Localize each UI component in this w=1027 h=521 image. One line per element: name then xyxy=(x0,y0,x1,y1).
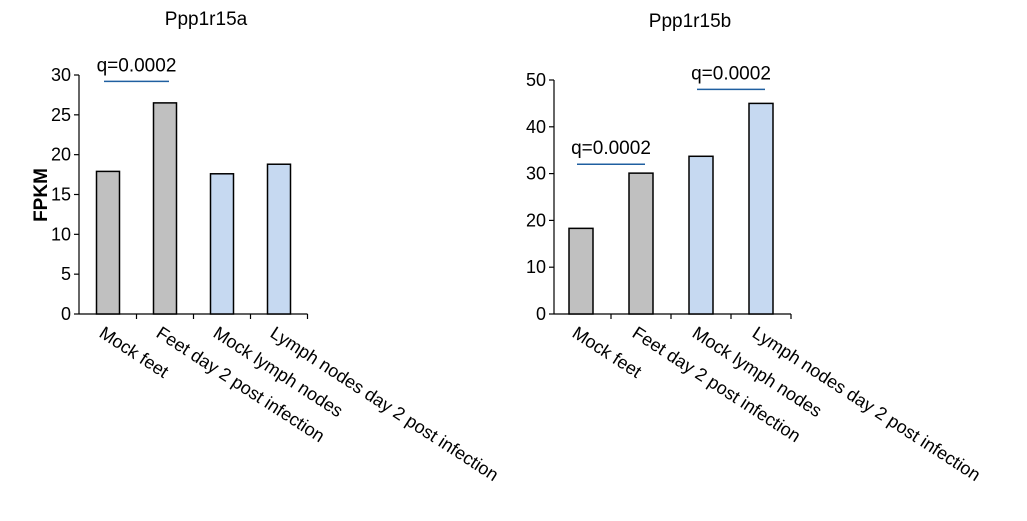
bar-1 xyxy=(97,171,120,314)
chart-title: Ppp1r15a xyxy=(165,9,248,30)
significance-label: q=0.0002 xyxy=(97,55,177,76)
y-tick-label: 30 xyxy=(526,164,546,184)
bar-2 xyxy=(154,103,177,314)
significance-label: q=0.0002 xyxy=(691,63,771,84)
y-tick-label: 0 xyxy=(61,304,71,324)
significance-label: q=0.0002 xyxy=(571,138,651,159)
y-tick-label: 5 xyxy=(61,264,71,284)
y-tick-label: 15 xyxy=(51,185,71,205)
category-label: Lymph nodes day 2 post infection xyxy=(749,323,984,485)
y-tick-label: 20 xyxy=(51,145,71,165)
chart-title: Ppp1r15b xyxy=(649,11,731,32)
y-tick-label: 0 xyxy=(536,304,546,324)
bar-4 xyxy=(749,103,773,314)
y-axis-label: FPKM xyxy=(31,168,52,222)
bar-4 xyxy=(268,164,291,314)
y-tick-label: 50 xyxy=(526,70,546,90)
y-tick-label: 40 xyxy=(526,117,546,137)
y-tick-label: 10 xyxy=(51,224,71,244)
y-tick-label: 10 xyxy=(526,257,546,277)
category-label: Lymph nodes day 2 post infection xyxy=(267,323,502,485)
bar-3 xyxy=(211,174,234,314)
y-tick-label: 30 xyxy=(51,65,71,85)
bar-3 xyxy=(689,156,713,314)
y-tick-label: 25 xyxy=(51,105,71,125)
bar-1 xyxy=(569,228,593,314)
y-tick-label: 20 xyxy=(526,210,546,230)
bar-2 xyxy=(629,173,653,314)
